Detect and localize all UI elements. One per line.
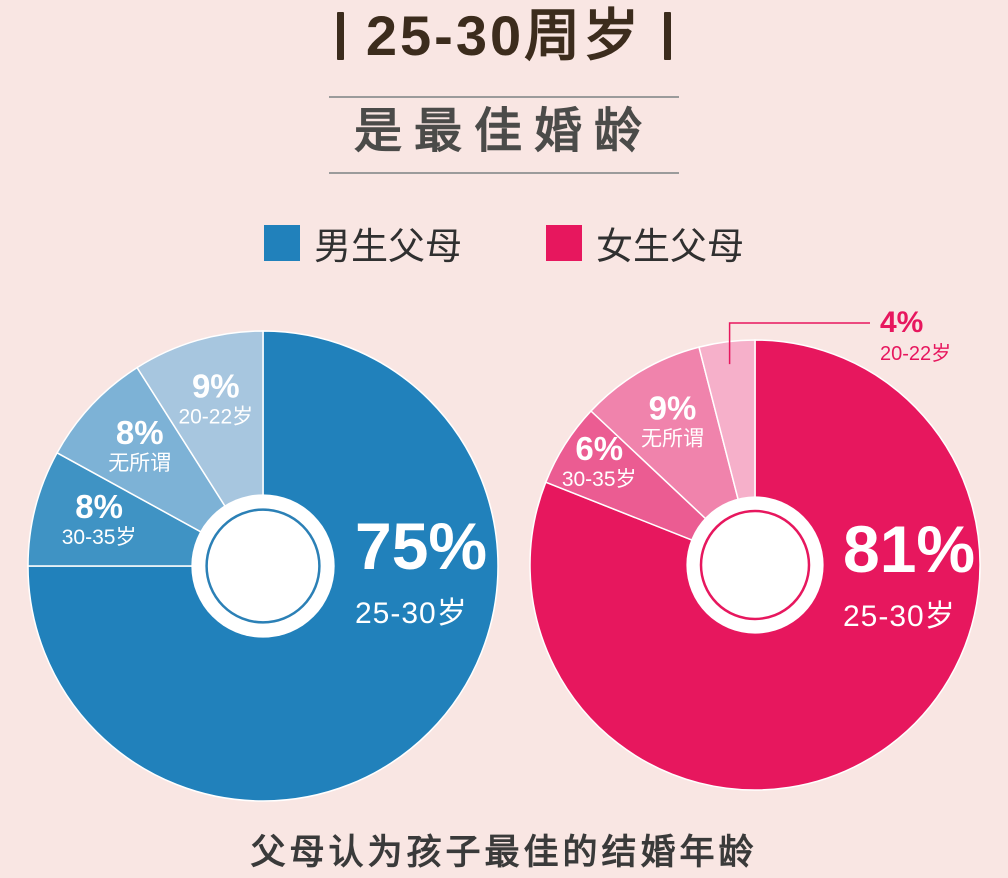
main-slice-age-range: 25-30岁 xyxy=(355,597,468,631)
main-slice-age-range: 25-30岁 xyxy=(843,600,956,634)
slice-label-无所谓: 9%无所谓 xyxy=(641,390,704,451)
main-slice-label: 81% 25-30岁 xyxy=(843,512,976,635)
pie-slice-25-30岁 xyxy=(529,339,981,791)
legend: 男生父母 女生父母 xyxy=(0,216,1008,270)
legend-item-boys-parents: 男生父母 xyxy=(264,216,462,270)
donut-hole-ring xyxy=(699,509,811,621)
callout-percent: 4% xyxy=(880,306,923,339)
callout-line-20-22岁 xyxy=(728,322,870,365)
page-title: 25-30周岁 xyxy=(0,8,1008,64)
legend-item-girls-parents: 女生父母 xyxy=(546,216,744,270)
title-text: 25-30周岁 xyxy=(365,4,643,67)
slice-age-range: 无所谓 xyxy=(108,452,171,475)
legend-label: 男生父母 xyxy=(314,226,462,267)
slice-label-无所谓: 8%无所谓 xyxy=(108,414,171,475)
legend-swatch-blue xyxy=(264,225,300,261)
slice-label-30-35岁: 6% 30-35岁 xyxy=(562,430,637,491)
slice-age-range: 30-35岁 xyxy=(562,468,637,491)
pie-chart-boys-parents: 8% 30-35岁 8%无所谓 9% 20-22岁 75% 25-30岁 xyxy=(27,330,499,802)
donut-hole-ring xyxy=(205,508,321,624)
main-slice-percent: 75% xyxy=(355,509,488,583)
divider-top xyxy=(329,96,679,98)
divider-bottom xyxy=(329,172,679,174)
slice-age-range: 无所谓 xyxy=(641,428,704,451)
slice-label-20-22岁: 9% 20-22岁 xyxy=(178,368,253,429)
callout-age-range: 20-22岁 xyxy=(880,342,951,365)
donut-hole xyxy=(686,496,824,634)
slice-age-range: 30-35岁 xyxy=(62,526,137,549)
main-slice-percent: 81% xyxy=(843,512,976,586)
slice-percent: 9% xyxy=(649,390,697,427)
main-slice-label: 75% 25-30岁 xyxy=(355,509,488,632)
slice-percent: 6% xyxy=(575,430,623,467)
slice-percent: 8% xyxy=(116,414,164,451)
legend-swatch-pink xyxy=(546,225,582,261)
title-bar-left xyxy=(336,12,344,60)
subtitle: 是最佳婚龄 xyxy=(353,105,654,158)
pie-chart-girls-parents: 6% 30-35岁 9%无所谓 4% 20-22岁 81% 25-30岁 xyxy=(529,306,981,791)
bottom-caption: 父母认为孩子最佳的结婚年龄 xyxy=(250,833,758,872)
donut-hole xyxy=(191,494,335,638)
slice-age-range: 20-22岁 xyxy=(178,406,253,429)
slice-percent: 9% xyxy=(192,368,240,405)
title-bar-right xyxy=(664,12,672,60)
legend-label: 女生父母 xyxy=(596,226,744,267)
slice-label-30-35岁: 8% 30-35岁 xyxy=(62,488,137,549)
slice-percent: 8% xyxy=(75,488,123,525)
